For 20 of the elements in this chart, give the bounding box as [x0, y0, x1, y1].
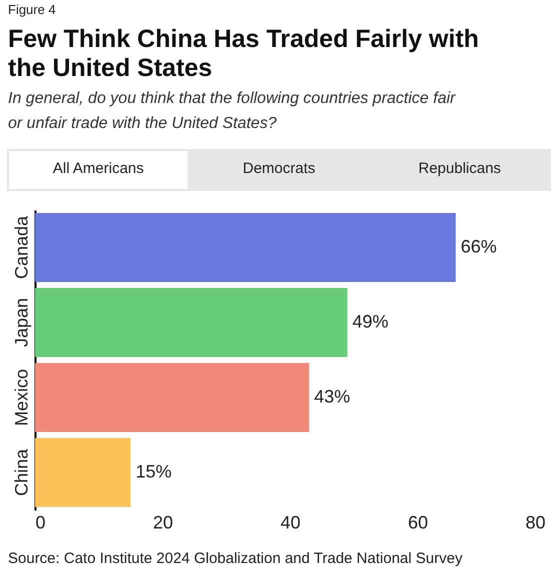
data-label: 43% [314, 386, 350, 406]
chart-title: Few Think China Has Traded Fairly with the United States [8, 25, 479, 82]
y-tick-label: Canada [12, 214, 32, 280]
source-note: Source: Cato Institute 2024 Globalization and Trade National Survey [8, 550, 463, 567]
x-tick-label: 80 [525, 512, 546, 532]
y-tick-label: China [12, 448, 32, 496]
text: Democrats [242, 160, 316, 177]
x-tick-label: 20 [152, 512, 174, 532]
text: Republicans [418, 160, 501, 177]
x-tick-label: 0 [36, 512, 46, 532]
data-label: 49% [352, 312, 388, 332]
y-tick-label: Mexico [12, 368, 32, 426]
text: All Americans [52, 160, 144, 177]
data-label: 66% [460, 236, 497, 256]
x-tick-label: 40 [280, 512, 301, 532]
data-label: 15% [136, 462, 172, 482]
caption: Figure 4 [8, 2, 56, 17]
y-tick-label: Japan [12, 298, 32, 348]
x-tick-label: 60 [408, 512, 428, 532]
chart-subtitle: In general, do you think that the following countries practice fair or unfair trade with the United States? [8, 90, 456, 132]
